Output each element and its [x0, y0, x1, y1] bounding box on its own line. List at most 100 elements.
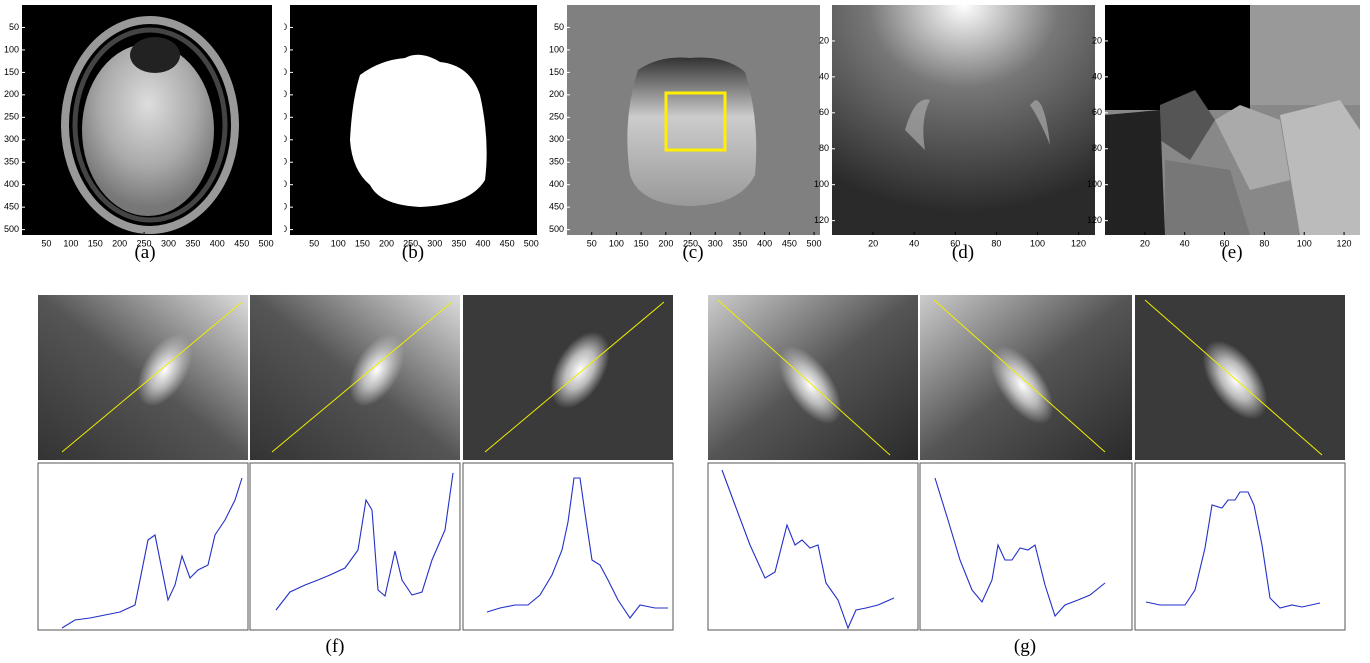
y-tick-label: 400	[272, 179, 287, 189]
caption: (e)	[1221, 242, 1242, 263]
y-tick-label: 150	[272, 67, 287, 77]
x-tick-label: 80	[1259, 238, 1269, 248]
axis-group: 50 100 150 200 250 300 350 400 450 500 50 100 150 200…	[272, 22, 539, 249]
x-tick-label: 350	[185, 238, 200, 248]
y-tick-label: 250	[549, 112, 564, 122]
y-tick-label: 100	[549, 44, 564, 54]
x-tick-label: 20	[868, 238, 878, 248]
tiles-f	[38, 295, 673, 460]
tiles-g	[708, 295, 1345, 460]
y-tick-label: 80	[819, 143, 829, 153]
x-tick-label: 200	[379, 238, 394, 248]
axis-group: 20 40 60 80 100 120 20 40 60 80 100 120	[814, 35, 1086, 248]
image-c	[567, 5, 820, 235]
image-b	[290, 5, 537, 235]
caption: (d)	[952, 242, 974, 263]
y-tick-label: 20	[819, 35, 829, 45]
x-tick-label: 200	[112, 238, 127, 248]
y-tick-label: 250	[272, 112, 287, 122]
y-tick-label: 350	[4, 157, 19, 167]
x-tick-label: 500	[807, 238, 822, 248]
caption: (f)	[326, 636, 345, 657]
x-tick-label: 50	[587, 238, 597, 248]
y-tick-label: 150	[549, 67, 564, 77]
y-tick-label: 200	[549, 89, 564, 99]
x-tick-label: 120	[1337, 238, 1352, 248]
x-tick-label: 100	[609, 238, 624, 248]
y-axis: 50 100 150 200 250 300 350 400 450 500	[4, 22, 19, 234]
x-tick-label: 40	[1180, 238, 1190, 248]
y-tick-label: 300	[549, 134, 564, 144]
y-tick-label: 50	[554, 22, 564, 32]
x-tick-label: 80	[991, 238, 1001, 248]
y-tick-label: 350	[549, 157, 564, 167]
x-tick-label: 120	[1071, 238, 1086, 248]
y-tick-label: 100	[4, 44, 19, 54]
y-tick-label: 50	[277, 22, 287, 32]
x-tick-label: 400	[757, 238, 772, 248]
image-a	[22, 5, 272, 235]
y-tick-label: 100	[272, 44, 287, 54]
y-tick-label: 300	[4, 134, 19, 144]
axis-group: 50 100 150 200 250 300 350 400 450 500 50 100 150 200…	[549, 22, 822, 249]
x-tick-label: 500	[259, 238, 274, 248]
y-tick-label: 40	[1092, 71, 1102, 81]
x-tick-label: 300	[708, 238, 723, 248]
caption: (g)	[1014, 636, 1036, 657]
x-tick-label: 60	[1220, 238, 1230, 248]
y-axis: 50 100 150 200 250 300 350 400 450 500	[272, 22, 287, 234]
x-tick-label: 100	[1297, 238, 1312, 248]
y-tick-label: 100	[814, 179, 829, 189]
y-tick-label: 500	[4, 224, 19, 234]
x-tick-label: 350	[451, 238, 466, 248]
profiles	[37, 462, 1346, 631]
y-tick-label: 450	[4, 202, 19, 212]
caption: (a)	[134, 242, 155, 263]
x-tick-label: 100	[63, 238, 78, 248]
y-tick-label: 300	[272, 134, 287, 144]
y-tick-label: 100	[1087, 179, 1102, 189]
x-tick-label: 100	[1030, 238, 1045, 248]
x-tick-label: 100	[331, 238, 346, 248]
y-tick-label: 60	[1092, 107, 1102, 117]
caption: (b)	[402, 242, 424, 263]
y-axis: 20 40 60 80 100 120	[1087, 35, 1102, 225]
x-tick-label: 250	[403, 238, 418, 248]
y-tick-label: 60	[819, 107, 829, 117]
x-tick-label: 60	[950, 238, 960, 248]
y-tick-label: 450	[272, 202, 287, 212]
x-tick-label: 450	[782, 238, 797, 248]
x-tick-label: 350	[732, 238, 747, 248]
y-tick-label: 400	[549, 179, 564, 189]
image-d	[832, 5, 1095, 235]
x-tick-label: 200	[658, 238, 673, 248]
x-tick-label: 500	[524, 238, 539, 248]
y-tick-label: 200	[272, 89, 287, 99]
x-tick-label: 150	[355, 238, 370, 248]
y-tick-label: 200	[4, 89, 19, 99]
y-tick-label: 450	[549, 202, 564, 212]
y-axis: 20 40 60 80 100 120	[814, 35, 829, 225]
y-tick-label: 500	[272, 224, 287, 234]
y-tick-label: 50	[9, 22, 19, 32]
y-tick-label: 250	[4, 112, 19, 122]
x-tick-label: 20	[1140, 238, 1150, 248]
y-tick-label: 350	[272, 157, 287, 167]
x-tick-label: 250	[137, 238, 152, 248]
x-tick-label: 450	[234, 238, 249, 248]
x-tick-label: 50	[41, 238, 51, 248]
y-tick-label: 80	[1092, 143, 1102, 153]
y-tick-label: 20	[1092, 35, 1102, 45]
x-tick-label: 400	[475, 238, 490, 248]
x-tick-label: 150	[88, 238, 103, 248]
x-tick-label: 300	[427, 238, 442, 248]
x-tick-label: 450	[500, 238, 515, 248]
x-tick-label: 250	[683, 238, 698, 248]
caption: (c)	[682, 242, 703, 263]
y-tick-label: 150	[4, 67, 19, 77]
x-tick-label: 300	[161, 238, 176, 248]
y-tick-label: 40	[819, 71, 829, 81]
y-tick-label: 500	[549, 224, 564, 234]
image-e	[1105, 5, 1360, 235]
